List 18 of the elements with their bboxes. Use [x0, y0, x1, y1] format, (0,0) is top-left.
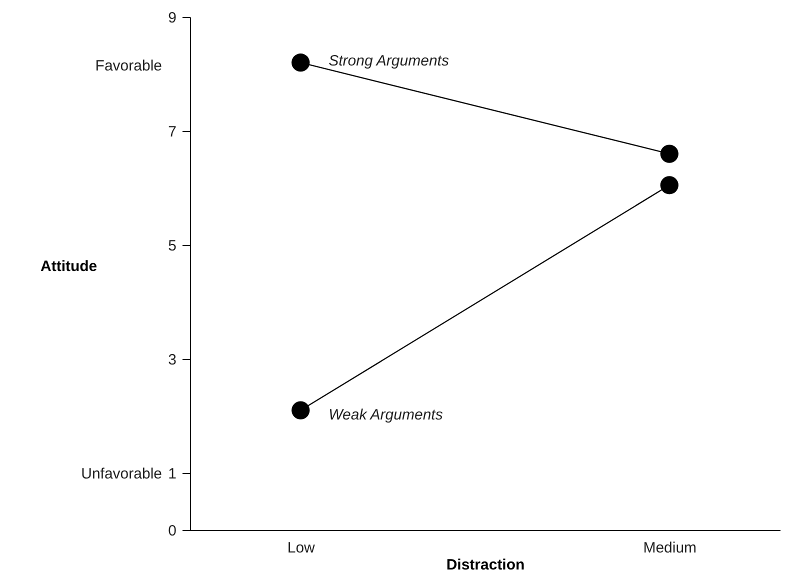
y-tick-label: 9	[168, 10, 176, 26]
series-label: Weak Arguments	[328, 406, 444, 424]
x-axis-title: Distraction	[446, 556, 525, 574]
text: Unfavorable	[81, 466, 162, 483]
y-axis-title: Attitude	[40, 258, 98, 275]
y-tick-label: 7	[168, 124, 176, 140]
point	[292, 401, 310, 420]
point	[660, 176, 678, 194]
series-label: Strong Arguments	[328, 52, 450, 70]
y-tick-label: 0	[168, 522, 176, 540]
point	[660, 144, 678, 163]
point	[292, 54, 310, 72]
y-tick-label: 5	[168, 238, 176, 254]
text: Favorable	[95, 58, 162, 75]
x-tick-label: Medium	[643, 540, 697, 556]
y-tick-label: 1	[168, 466, 176, 482]
y-tick-label: 3	[168, 352, 176, 368]
x-tick-label: Low	[287, 540, 316, 556]
